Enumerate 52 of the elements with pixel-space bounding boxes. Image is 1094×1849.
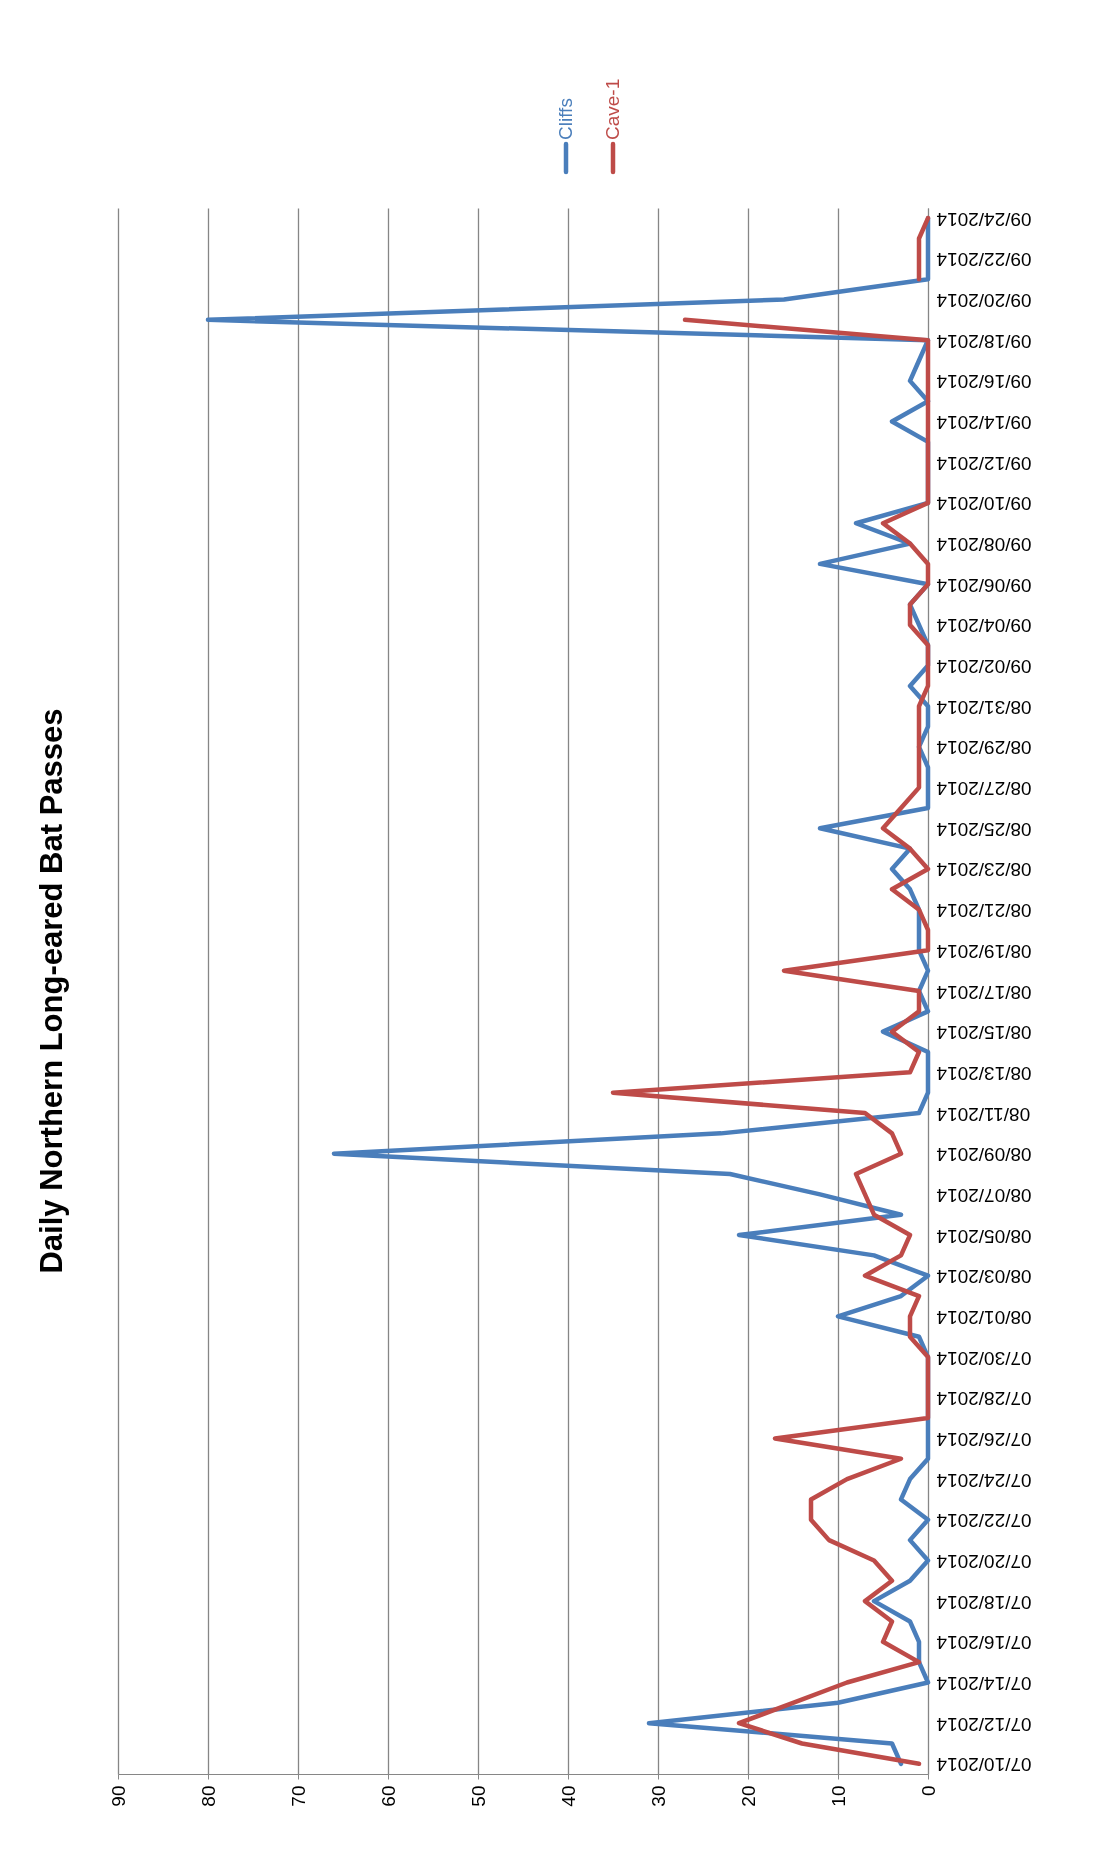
y-tick-label: 08/23/2014 [936, 859, 1032, 881]
y-tick-label: 08/21/2014 [936, 900, 1032, 922]
y-tick-label: 07/16/2014 [936, 1632, 1032, 1654]
y-tick-label: 08/25/2014 [936, 818, 1032, 840]
y-tick-label: 09/14/2014 [936, 412, 1032, 434]
y-tick-label: 08/27/2014 [936, 778, 1032, 800]
x-tick-label: 0 [917, 1785, 939, 1797]
y-tick-label: 07/28/2014 [936, 1388, 1032, 1410]
y-tick-label: 08/03/2014 [936, 1266, 1032, 1288]
x-tick-label: 80 [197, 1785, 219, 1807]
y-tick-label: 07/10/2014 [936, 1754, 1032, 1776]
y-tick-label: 09/24/2014 [936, 208, 1032, 230]
y-tick-label: 08/19/2014 [936, 940, 1032, 962]
text: Daily Northern Long-eared Bat Passes [34, 708, 69, 1274]
y-tick-label: 08/31/2014 [936, 696, 1032, 718]
y-tick-label: 08/01/2014 [936, 1306, 1032, 1328]
text: Cliffs [555, 98, 576, 140]
y-tick-label: 07/18/2014 [936, 1591, 1032, 1613]
y-tick-label: 09/12/2014 [936, 452, 1032, 474]
x-tick-label: 50 [467, 1785, 489, 1807]
y-tick-label: 07/20/2014 [936, 1550, 1032, 1572]
y-tick-label: 08/15/2014 [936, 1022, 1032, 1044]
y-tick-label: 07/12/2014 [936, 1713, 1032, 1735]
y-tick-label: 07/22/2014 [936, 1510, 1032, 1532]
y-tick-label: 09/04/2014 [936, 615, 1032, 637]
y-tick-label: 07/24/2014 [936, 1469, 1032, 1491]
y-tick-label: 08/29/2014 [936, 737, 1032, 759]
x-tick-label: 70 [287, 1785, 309, 1807]
y-tick-label: 08/09/2014 [936, 1144, 1032, 1166]
y-tick-label: 09/20/2014 [936, 290, 1032, 312]
y-tick-label: 08/17/2014 [936, 981, 1032, 1003]
x-tick-label: 40 [557, 1785, 579, 1807]
y-tick-label: 09/18/2014 [936, 330, 1032, 352]
y-tick-label: 07/30/2014 [936, 1347, 1032, 1369]
y-tick-label: 07/26/2014 [936, 1428, 1032, 1450]
y-tick-label: 08/07/2014 [936, 1184, 1032, 1206]
y-tick-label: 08/05/2014 [936, 1225, 1032, 1247]
x-tick-label: 30 [647, 1785, 669, 1807]
y-tick-label: 09/08/2014 [936, 534, 1032, 556]
x-tick-label: 90 [107, 1785, 129, 1807]
y-tick-label: 09/02/2014 [936, 656, 1032, 678]
y-tick-label: 09/10/2014 [936, 493, 1032, 515]
x-tick-label: 10 [827, 1785, 849, 1807]
y-tick-label: 09/16/2014 [936, 371, 1032, 393]
y-tick-label: 09/22/2014 [936, 249, 1032, 271]
text: Cave-1 [602, 78, 623, 140]
x-tick-label: 20 [737, 1785, 759, 1807]
x-tick-label: 60 [377, 1785, 399, 1807]
y-tick-label: 07/14/2014 [936, 1672, 1032, 1694]
y-tick-label: 09/06/2014 [936, 574, 1032, 596]
y-tick-label: 08/13/2014 [936, 1062, 1032, 1084]
y-tick-label: 08/11/2014 [936, 1103, 1031, 1125]
